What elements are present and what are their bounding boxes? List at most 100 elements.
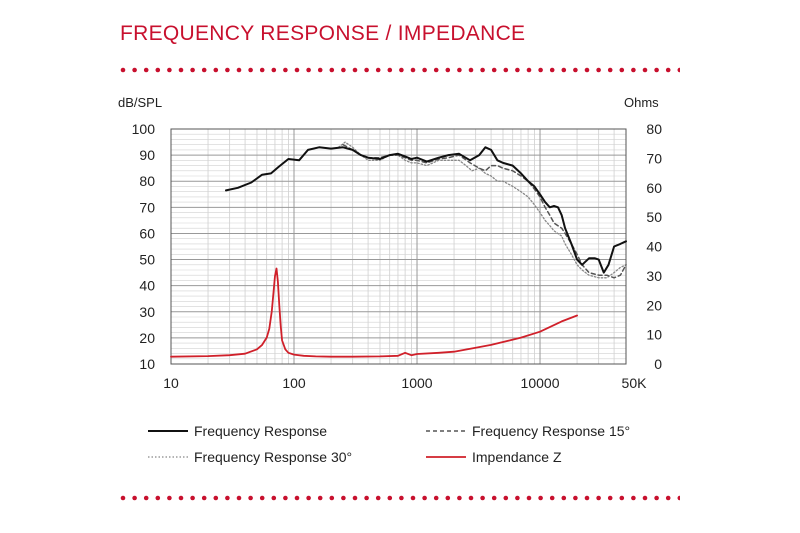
divider-dot — [677, 495, 680, 501]
divider-dot — [480, 67, 485, 73]
series-line-frequency-response — [225, 146, 627, 274]
divider-dot — [341, 495, 346, 501]
y-right-tick-label: 0 — [654, 356, 662, 372]
y-right-tick-label: 70 — [646, 150, 662, 166]
divider-dot — [225, 67, 230, 73]
page-title: FREQUENCY RESPONSE / IMPEDANCE — [120, 22, 526, 45]
series-layer — [170, 141, 627, 358]
y-left-label: dB/SPL — [118, 95, 163, 110]
divider-dot — [341, 67, 346, 73]
divider-dot — [526, 67, 532, 73]
divider-dot — [375, 495, 381, 501]
divider-dot — [306, 495, 311, 501]
divider-dot — [596, 495, 601, 501]
divider-dot — [631, 67, 636, 73]
divider-dot — [584, 67, 590, 73]
divider-dot — [410, 495, 416, 501]
divider-dot — [445, 67, 451, 73]
y-right-tick-label: 10 — [646, 327, 662, 343]
divider-dot — [515, 495, 520, 501]
divider-dot — [132, 495, 137, 501]
divider-dot — [584, 495, 590, 501]
divider-dot — [503, 67, 509, 73]
legend-swatch-dotted — [148, 456, 188, 458]
divider-dot — [178, 495, 184, 501]
divider-dot — [294, 67, 300, 73]
divider-dot — [468, 67, 474, 73]
legend-label: Frequency Response — [194, 423, 328, 439]
divider-dot — [132, 67, 137, 73]
divider-dot — [422, 495, 427, 501]
divider-dot — [143, 67, 149, 73]
y-left-tick-label: 50 — [139, 252, 155, 268]
divider-dot — [387, 495, 393, 501]
divider-dot — [503, 495, 509, 501]
bottom-dotted-divider — [120, 495, 680, 501]
divider-dot — [549, 495, 555, 501]
divider-dot — [120, 495, 126, 501]
divider-dot — [225, 495, 230, 501]
divider-dot — [561, 67, 567, 73]
divider-dot — [457, 495, 462, 501]
divider-dot — [596, 67, 601, 73]
divider-dot — [410, 67, 416, 73]
y-right-tick-label: 60 — [646, 180, 662, 196]
divider-dot — [317, 495, 323, 501]
divider-dot — [619, 495, 625, 501]
legend-label: Frequency Response 30° — [194, 449, 353, 465]
legend-item-frequency-response: Frequency Response — [148, 423, 327, 439]
divider-dot — [352, 495, 358, 501]
divider-dot — [573, 495, 578, 501]
y-right-tick-label: 30 — [646, 268, 662, 284]
divider-dot — [190, 67, 195, 73]
series-line-impendance-z — [170, 267, 578, 358]
divider-dot — [642, 67, 648, 73]
grid-minor — [171, 129, 627, 364]
divider-dot — [248, 67, 253, 73]
divider-dot — [294, 495, 300, 501]
x-tick-label: 10 — [163, 375, 179, 391]
divider-dot — [399, 67, 404, 73]
divider-dot — [642, 495, 648, 501]
y-left-tick-label: 70 — [139, 199, 155, 215]
y-left-tick-label: 80 — [139, 173, 155, 189]
y-left-tick-label: 60 — [139, 225, 155, 241]
divider-dot — [364, 67, 369, 73]
y-left-tick-label: 40 — [139, 278, 155, 294]
divider-dot — [329, 495, 335, 501]
legend-swatch-impedance — [426, 456, 466, 458]
divider-dot — [271, 495, 277, 501]
divider-dot — [538, 67, 543, 73]
y-left-tick-label: 100 — [132, 121, 156, 137]
divider-dot — [248, 495, 253, 501]
divider-dot — [619, 67, 625, 73]
x-tick-label: 10000 — [521, 375, 560, 391]
plot-frame — [170, 128, 627, 365]
divider-dot — [190, 495, 195, 501]
divider-dot — [433, 67, 439, 73]
legend-item-impedance: Impendance Z — [426, 449, 562, 465]
divider-dot — [387, 67, 393, 73]
divider-dot — [155, 495, 161, 501]
divider-dot — [399, 495, 404, 501]
x-tick-label: 50K — [622, 375, 648, 391]
divider-dot — [654, 67, 659, 73]
divider-dot — [178, 67, 184, 73]
x-tick-label: 100 — [282, 375, 306, 391]
divider-dot — [259, 495, 265, 501]
divider-dot — [201, 495, 207, 501]
divider-dot — [654, 495, 659, 501]
legend-swatch-dashed — [426, 430, 466, 432]
y-right-tick-label: 20 — [646, 297, 662, 313]
divider-dot — [329, 67, 335, 73]
series-line-frequency-response-30- — [337, 141, 627, 279]
divider-dot — [422, 67, 427, 73]
legend-swatch-solid — [148, 430, 188, 432]
grid-major — [170, 128, 626, 365]
divider-dot — [271, 67, 277, 73]
divider-dot — [143, 495, 149, 501]
divider-dot — [375, 67, 381, 73]
legend-item-frequency-response-15: Frequency Response 15° — [426, 423, 630, 439]
divider-dot — [631, 495, 636, 501]
